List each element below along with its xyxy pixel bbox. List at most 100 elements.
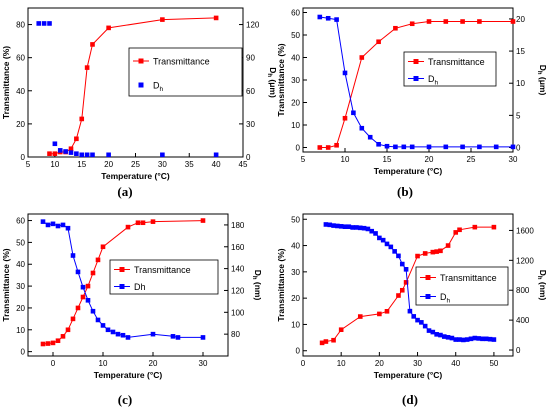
legend-box: [128, 47, 243, 97]
data-point: [100, 323, 106, 328]
chart-panel-c: 0 10 20 30 0 10 20 30 40 50 60 80 100 120 140 160 180 Tem…: [1, 213, 263, 407]
data-point: [65, 327, 71, 333]
data-point: [79, 152, 85, 158]
data-point: [175, 335, 181, 340]
data-point: [323, 222, 329, 227]
data-point: [396, 253, 401, 259]
legend: Transmittance Dh: [403, 51, 497, 87]
y-right-tick-label: 30: [246, 120, 255, 129]
y-left-tick-label: 10: [16, 326, 25, 335]
y-left-tick-label: 20: [291, 294, 300, 303]
y-left-axis-title: Transmittance (%): [1, 248, 11, 321]
data-point: [325, 15, 331, 21]
data-point: [60, 222, 66, 228]
data-point: [376, 39, 381, 45]
data-point: [476, 336, 481, 341]
x-tick-label: 30: [199, 359, 208, 368]
x-tick-label: 20: [104, 160, 113, 169]
data-point: [40, 341, 46, 347]
series-transmittance: [319, 224, 497, 346]
data-point: [393, 25, 398, 31]
data-point: [106, 25, 111, 31]
x-axis-title: Temperature (°C): [94, 370, 163, 380]
data-point: [419, 320, 424, 325]
data-point: [392, 249, 397, 254]
data-point: [357, 314, 363, 319]
data-point: [461, 337, 466, 343]
data-point: [491, 224, 497, 230]
y-right-tick-label: 140: [231, 265, 245, 274]
data-point: [323, 339, 329, 344]
y-left-tick-label: 0: [296, 347, 301, 356]
data-point: [75, 269, 81, 275]
data-point: [79, 116, 85, 122]
legend-label: Dh: [134, 282, 146, 292]
data-point: [351, 110, 356, 116]
data-point: [443, 19, 449, 24]
data-point: [491, 337, 497, 342]
data-point: [105, 327, 111, 333]
data-point: [426, 144, 432, 150]
data-point: [40, 219, 46, 224]
data-point: [384, 241, 390, 247]
data-point: [399, 261, 405, 267]
data-point: [380, 237, 386, 243]
data-point: [70, 316, 76, 322]
data-point: [338, 327, 344, 333]
data-point: [388, 244, 394, 250]
data-point: [457, 227, 462, 233]
x-tick-label: 30: [158, 160, 167, 169]
y-right-tick-label: 180: [231, 221, 245, 230]
x-axis-title: Temperature (°C): [374, 370, 443, 380]
legend-swatch-marker: [413, 59, 419, 64]
legend: Transmittance Dh: [109, 259, 219, 295]
data-point: [361, 225, 367, 231]
y-left-tick-label: 10: [291, 320, 300, 329]
data-point: [409, 21, 415, 27]
legend-label: Dh: [440, 292, 451, 305]
x-tick-label: 10: [341, 155, 350, 164]
data-point: [415, 253, 420, 259]
y-right-tick-label: 100: [231, 308, 245, 317]
x-tick-label: 40: [451, 359, 460, 368]
data-point: [74, 136, 79, 142]
x-tick-label: 10: [50, 160, 59, 169]
data-point: [472, 224, 478, 230]
y-left-tick-label: 50: [291, 31, 300, 40]
legend-swatch-marker: [138, 58, 144, 64]
data-point: [453, 337, 459, 342]
data-point: [384, 143, 390, 149]
data-point: [384, 308, 390, 314]
x-tick-label: 10: [99, 359, 108, 368]
y-left-tick-label: 30: [291, 76, 300, 85]
data-point: [45, 341, 51, 346]
data-point: [213, 15, 219, 21]
series-transmittance: [40, 218, 206, 347]
y-right-axis-title: Dh (nm): [251, 270, 263, 301]
data-point: [472, 335, 478, 341]
data-point: [200, 218, 206, 223]
data-point: [445, 335, 451, 340]
x-tick-label: 25: [131, 160, 140, 169]
x-tick-label: 20: [425, 155, 434, 164]
data-point: [350, 225, 355, 230]
x-tick-label: 45: [239, 160, 248, 169]
y-left-tick-label: 40: [291, 54, 300, 63]
y-left-tick-label: 50: [16, 238, 25, 247]
data-point: [150, 219, 156, 224]
data-point: [45, 222, 51, 228]
y-left-tick-label: 0: [21, 348, 26, 357]
legend-label: Transmittance: [134, 265, 191, 275]
x-tick-label: 25: [467, 155, 476, 164]
data-point: [95, 317, 101, 323]
data-point: [85, 297, 91, 303]
data-point: [376, 141, 381, 147]
data-point: [434, 249, 439, 254]
data-point: [84, 65, 90, 70]
legend-swatch-marker: [413, 76, 419, 81]
data-point: [325, 145, 331, 150]
data-point: [75, 305, 81, 311]
data-point: [430, 329, 436, 335]
data-point: [449, 335, 455, 341]
data-point: [430, 249, 436, 255]
